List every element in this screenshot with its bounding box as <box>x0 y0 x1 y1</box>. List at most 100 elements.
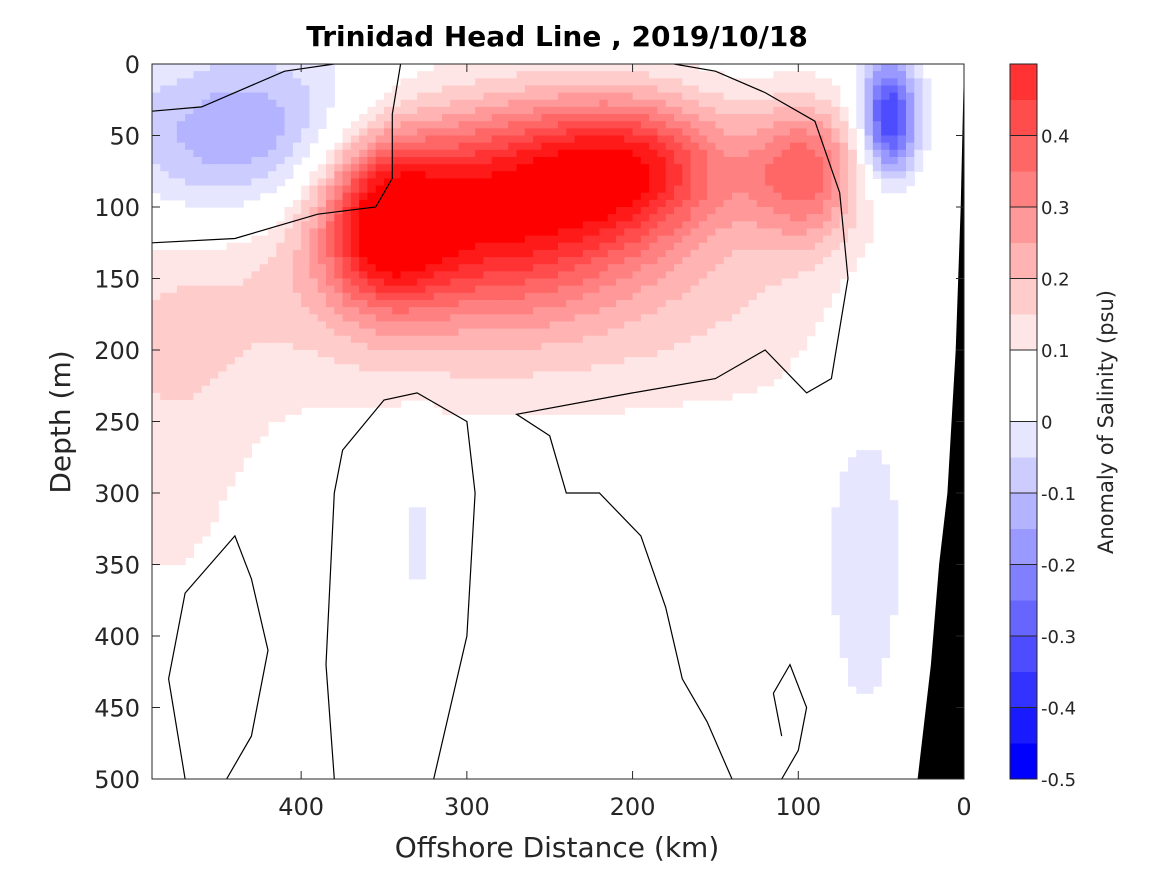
field-cell <box>259 171 269 179</box>
field-cell <box>301 278 311 287</box>
field-cell <box>723 264 733 272</box>
field-cell <box>251 421 261 430</box>
field-cell <box>665 400 675 408</box>
field-cell <box>524 192 534 201</box>
field-cell <box>649 364 659 373</box>
field-cell <box>234 450 244 458</box>
field-cell <box>176 521 186 530</box>
field-cell <box>582 314 592 322</box>
field-cell <box>732 207 741 215</box>
field-cell <box>234 156 244 165</box>
field-cell <box>657 142 667 151</box>
field-cell <box>243 414 253 423</box>
field-cell <box>616 400 625 408</box>
field-cell <box>640 285 650 294</box>
field-cell <box>790 78 799 87</box>
field-cell <box>756 178 766 187</box>
field-cell <box>210 450 219 458</box>
field-cell <box>508 335 518 344</box>
field-cell <box>450 228 460 237</box>
field-cell <box>566 121 576 129</box>
field-cell <box>723 392 733 401</box>
field-cell <box>549 207 559 215</box>
field-cell <box>649 199 659 208</box>
field-cell <box>624 99 634 108</box>
field-cell <box>210 421 219 430</box>
field-cell <box>748 249 758 258</box>
field-cell <box>732 249 741 258</box>
field-cell <box>392 292 402 301</box>
field-cell <box>707 214 717 222</box>
field-cell <box>342 192 352 201</box>
field-cell <box>657 385 667 394</box>
field-cell <box>640 264 650 272</box>
field-cell <box>665 278 675 287</box>
field-cell <box>259 385 269 394</box>
field-cell <box>624 156 634 165</box>
field-cell <box>375 164 385 172</box>
field-cell <box>259 342 269 351</box>
y-tick-label: 400 <box>94 623 140 651</box>
field-cell <box>483 357 493 365</box>
field-cell <box>458 214 468 222</box>
field-cell <box>823 121 833 129</box>
field-cell <box>823 271 833 280</box>
field-cell <box>408 199 418 208</box>
field-cell <box>740 185 750 194</box>
field-cell <box>740 350 750 358</box>
field-cell <box>185 500 195 508</box>
field-cell <box>466 171 476 179</box>
field-cell <box>201 185 211 194</box>
field-cell <box>309 392 319 401</box>
field-cell <box>483 314 493 322</box>
field-cell <box>466 64 476 72</box>
field-cell <box>475 242 485 251</box>
field-cell <box>690 221 700 230</box>
field-cell <box>707 92 717 101</box>
field-cell <box>317 328 327 337</box>
field-cell <box>218 407 228 415</box>
field-cell <box>276 285 286 294</box>
field-cell <box>682 278 692 287</box>
field-cell <box>748 357 758 365</box>
field-cell <box>417 171 427 179</box>
field-cell <box>475 178 485 187</box>
field-cell <box>640 192 650 201</box>
field-cell <box>251 114 261 122</box>
field-cell <box>790 242 799 251</box>
field-cell <box>814 114 824 122</box>
field-cell <box>541 92 551 101</box>
field-cell <box>707 257 717 265</box>
field-cell <box>210 257 219 265</box>
field-cell <box>292 357 302 365</box>
field-cell <box>475 92 485 101</box>
field-cell <box>384 400 393 408</box>
field-cell <box>574 221 584 230</box>
field-cell <box>740 371 750 380</box>
field-cell <box>168 257 178 265</box>
field-cell <box>806 192 816 201</box>
field-cell <box>408 307 418 315</box>
field-cell <box>201 428 211 437</box>
field-cell <box>591 92 601 101</box>
field-cell <box>483 214 493 222</box>
field-cell <box>176 64 186 72</box>
field-cell <box>723 78 733 87</box>
field-cell <box>334 214 344 222</box>
field-cell <box>268 114 277 122</box>
field-cell <box>624 185 634 194</box>
field-cell <box>574 228 584 237</box>
field-cell <box>881 171 891 179</box>
field-cell <box>707 264 717 272</box>
field-cell <box>524 221 534 230</box>
field-cell <box>243 335 253 344</box>
field-cell <box>897 185 907 194</box>
field-cell <box>831 249 841 258</box>
field-cell <box>549 292 559 301</box>
field-cell <box>814 257 824 265</box>
field-cell <box>549 221 559 230</box>
field-cell <box>831 135 841 144</box>
field-cell <box>408 192 418 201</box>
field-cell <box>541 221 551 230</box>
field-cell <box>210 249 219 258</box>
